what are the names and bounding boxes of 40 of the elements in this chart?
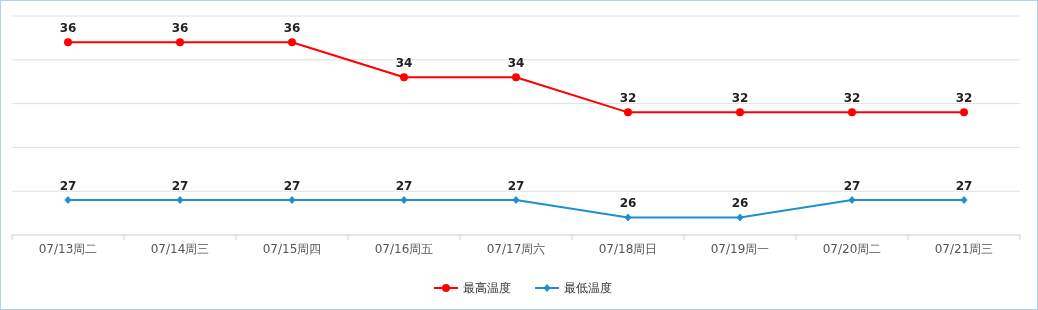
x-tick-label: 07/21周三 (934, 242, 994, 256)
point (848, 108, 856, 117)
point (624, 108, 632, 117)
x-tick-label: 07/14周三 (150, 242, 210, 256)
point (288, 38, 296, 47)
legend-label: 最低温度 (564, 281, 612, 295)
data-label: 32 (843, 91, 861, 106)
point (960, 108, 968, 117)
data-label: 32 (619, 91, 637, 106)
point (512, 73, 520, 82)
point (736, 213, 744, 222)
data-label: 27 (507, 178, 525, 193)
data-label: 32 (731, 91, 749, 106)
point (624, 213, 632, 222)
x-tick-label: 07/18周日 (598, 242, 658, 256)
point (400, 73, 408, 82)
data-label: 26 (619, 196, 637, 211)
data-label: 34 (395, 56, 413, 71)
point (736, 108, 744, 117)
x-tick-label: 07/19周一 (710, 242, 770, 256)
data-label: 27 (955, 178, 973, 193)
data-label: 36 (283, 21, 301, 36)
x-tick-label: 07/15周四 (262, 242, 322, 256)
legend-label: 最高温度 (463, 281, 511, 295)
x-tick-label: 07/13周二 (38, 242, 98, 256)
data-label: 36 (171, 21, 189, 36)
data-label: 27 (283, 178, 301, 193)
x-tick-label: 07/16周五 (374, 242, 434, 256)
point (176, 38, 184, 47)
data-label: 34 (507, 56, 525, 71)
point (64, 38, 72, 47)
x-tick-label: 07/17周六 (486, 242, 546, 256)
x-tick-label: 07/20周二 (822, 242, 882, 256)
data-label: 27 (843, 178, 861, 193)
data-label: 26 (731, 196, 749, 211)
data-label: 27 (171, 178, 189, 193)
data-label: 27 (59, 178, 77, 193)
data-label: 32 (955, 91, 973, 106)
data-label: 36 (59, 21, 77, 36)
data-label: 27 (395, 178, 413, 193)
